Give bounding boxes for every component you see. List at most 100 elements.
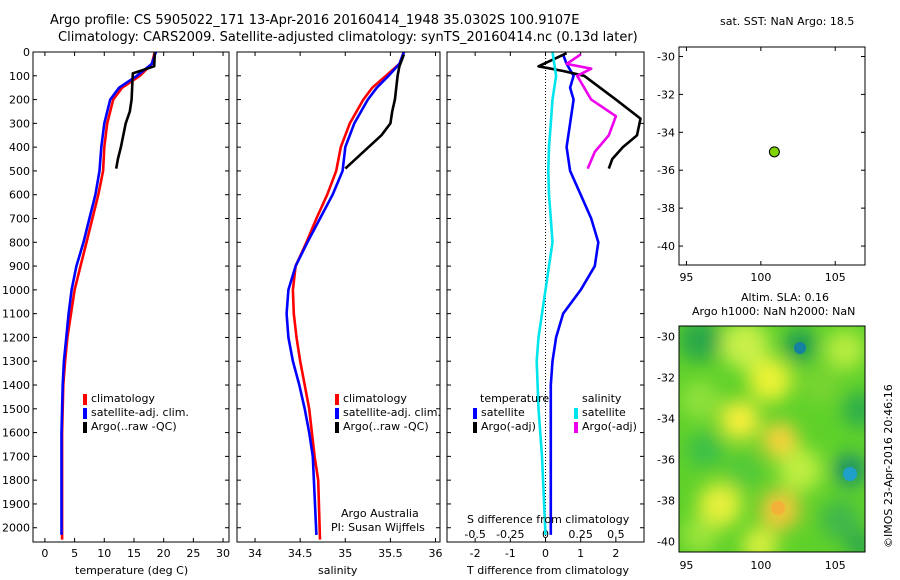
y-tick-label: -40	[657, 536, 675, 549]
panel-frame	[236, 51, 441, 543]
y-tick-label: -36	[657, 164, 675, 177]
panel-frame	[678, 325, 866, 553]
legend-label: Argo(-adj)	[481, 420, 536, 433]
series-line	[565, 53, 618, 170]
x-tick-label: 20	[157, 547, 171, 560]
x-tick-label: 100	[750, 559, 771, 572]
legend-label: Argo(..raw -QC)	[91, 420, 177, 433]
y-tick-label: -40	[657, 240, 675, 253]
sla-blob	[778, 448, 822, 492]
y-tick-label: 1900	[2, 498, 30, 511]
series-line	[344, 53, 406, 170]
y-tick-label: 200	[9, 94, 30, 107]
x-tick-label: 34	[248, 547, 262, 560]
top-tick-label: -0.25	[496, 528, 524, 541]
series-line	[60, 51, 158, 535]
y-tick-label: 1400	[2, 379, 30, 392]
x-tick-label: 105	[825, 271, 846, 284]
legend-swatch	[574, 408, 578, 419]
legend-title-temperature: temperature	[480, 392, 550, 405]
sla-blob	[742, 527, 778, 552]
x-tick-label: -2	[470, 547, 481, 560]
y-tick-label: -36	[657, 454, 675, 467]
legend-title-salinity: salinity	[582, 392, 622, 405]
difference-top-axis-label: S difference from climatology	[467, 513, 630, 526]
y-tick-label: -32	[657, 88, 675, 101]
sla-blob	[687, 432, 723, 468]
sla-blob	[698, 483, 742, 527]
legend-swatch	[335, 408, 339, 419]
y-tick-label: 1800	[2, 474, 30, 487]
legend-label: climatology	[343, 392, 407, 405]
x-tick-label: 1	[577, 547, 584, 560]
sla-field	[679, 326, 865, 552]
legend-swatch	[83, 394, 87, 405]
panel-frame	[32, 51, 230, 543]
sla-blob	[825, 330, 865, 370]
sla-blob	[846, 531, 865, 552]
x-tick-label: 10	[97, 547, 111, 560]
sla-blob	[802, 367, 838, 403]
sla-blob	[762, 422, 798, 458]
x-tick-label: 0	[542, 547, 549, 560]
y-tick-label: -34	[657, 412, 675, 425]
y-tick-label: -30	[657, 330, 675, 343]
series-line	[285, 51, 406, 535]
x-tick-label: 5	[71, 547, 78, 560]
x-tick-label: 35.5	[378, 547, 403, 560]
x-tick-label: 35	[338, 547, 352, 560]
legend-label: satellite	[582, 406, 626, 419]
series-line	[291, 51, 406, 540]
figure-title: Argo profile: CS 5905022_171 13-Apr-2016…	[50, 13, 580, 28]
credit-line-1: Argo Australia	[341, 507, 419, 520]
x-tick-label: 95	[679, 271, 693, 284]
y-tick-label: 300	[9, 117, 30, 130]
x-tick-label: 25	[186, 547, 200, 560]
sla-blob	[721, 326, 769, 369]
top-tick-label: 0.5	[607, 528, 625, 541]
sla-title: Altim. SLA: 0.16	[741, 291, 830, 304]
sla-blob	[720, 400, 760, 440]
y-tick-label: -34	[657, 126, 675, 139]
y-tick-label: 1100	[2, 308, 30, 321]
y-tick-label: 1500	[2, 403, 30, 416]
legend-label: satellite-adj. clim.	[343, 406, 441, 419]
difference-xlabel: T difference from climatology	[467, 564, 629, 577]
legend-swatch	[83, 422, 87, 433]
x-tick-label: 34.5	[288, 547, 313, 560]
x-tick-label: 100	[750, 271, 771, 284]
y-tick-label: -30	[657, 50, 675, 63]
panel-frame	[678, 46, 866, 266]
y-tick-label: 500	[9, 165, 30, 178]
credit-line-2: PI: Susan Wijffels	[331, 521, 425, 534]
top-tick-label: -0.5	[464, 528, 485, 541]
series-line	[537, 52, 642, 170]
legend-label: satellite-adj. clim.	[91, 406, 189, 419]
sla-high	[771, 501, 785, 515]
x-tick-label: 2	[612, 547, 619, 560]
y-tick-label: 800	[9, 236, 30, 249]
y-tick-label: -32	[657, 371, 675, 384]
figure-subtitle: Climatology: CARS2009. Satellite-adjuste…	[58, 30, 638, 45]
y-tick-label: 700	[9, 213, 30, 226]
legend-swatch	[473, 408, 477, 419]
x-tick-label: 0	[41, 547, 48, 560]
y-tick-label: -38	[657, 202, 675, 215]
legend-label: Argo(-adj)	[582, 420, 637, 433]
x-tick-label: 15	[127, 547, 141, 560]
series-line	[535, 51, 558, 535]
sla-blob	[679, 326, 722, 362]
legend-swatch	[473, 422, 477, 433]
legend-swatch	[335, 394, 339, 405]
legend-swatch	[83, 408, 87, 419]
legend-label: climatology	[91, 392, 155, 405]
sla-blob	[748, 358, 792, 402]
sla-subtitle: Argo h1000: NaN h2000: NaN	[692, 305, 856, 318]
x-tick-label: 105	[825, 559, 846, 572]
y-tick-label: 1600	[2, 427, 30, 440]
x-tick-label: -1	[505, 547, 516, 560]
sla-eddy	[843, 467, 857, 481]
series-line	[60, 51, 157, 540]
y-tick-label: 1700	[2, 450, 30, 463]
y-tick-label: 1300	[2, 355, 30, 368]
